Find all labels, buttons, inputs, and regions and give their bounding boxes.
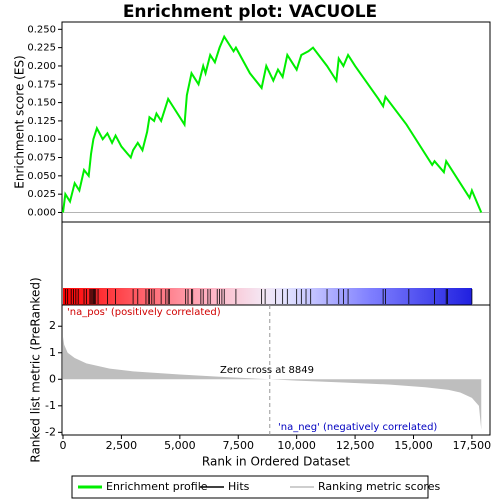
es-line [62,34,483,213]
legend-label: Hits [228,480,250,493]
metric-panel [61,304,491,436]
y2-tick-label: 0 [49,372,56,385]
legend-label: Enrichment profile [106,480,208,493]
y-tick-label: 0.050 [27,171,56,182]
metric-area [63,336,482,430]
x-tick-label: 5,000 [164,439,196,452]
x-tick-label: 12,500 [336,439,375,452]
rank-color-bar [63,288,472,305]
x-tick-label: 15,000 [394,439,433,452]
y-tick-label: 0.125 [27,116,56,127]
x-tick-label: 10,000 [277,439,316,452]
y2-tick-label: 1 [49,346,56,359]
x-tick-label: 17,500 [453,439,492,452]
legend [71,475,429,499]
y-tick-label: 0.175 [27,79,56,90]
es-y-label: Enrichment score (ES) [13,55,27,188]
x-label: Rank in Ordered Dataset [202,455,350,469]
neg-label: 'na_neg' (negatively correlated) [278,422,437,433]
y-tick-label: 0.000 [27,207,56,218]
pos-label: 'na_pos' (positively correlated) [67,307,221,318]
y-tick-label: 0.250 [27,24,56,35]
metric-y-label: Ranked list metric (PreRanked) [29,277,43,462]
y-tick-label: 0.025 [27,189,56,200]
x-tick-label: 0 [60,439,67,452]
chart-title: Enrichment plot: VACUOLE [123,2,377,22]
y-tick-label: 0.150 [27,98,56,109]
y2-tick-label: -2 [45,425,56,438]
x-tick-label: 7,500 [223,439,255,452]
x-tick-label: 2,500 [106,439,138,452]
y-tick-label: 0.200 [27,61,56,72]
zero-cross-label: Zero cross at 8849 [220,365,314,376]
legend-label: Ranking metric scores [318,480,440,493]
y2-tick-label: 2 [49,319,56,332]
y-tick-label: 0.075 [27,153,56,164]
es-panel [61,21,491,223]
y-tick-label: 0.100 [27,134,56,145]
y-tick-label: 0.225 [27,43,56,54]
y2-tick-label: -1 [45,399,56,412]
